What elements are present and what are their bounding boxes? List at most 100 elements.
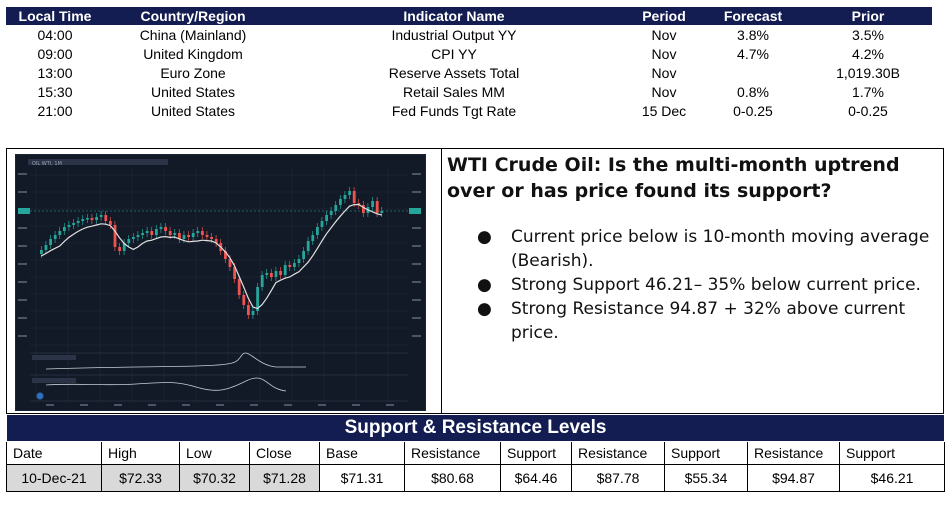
candle-body <box>127 239 131 243</box>
commentary-headline: WTI Crude Oil: Is the multi-month uptren… <box>447 154 900 202</box>
candle-body <box>145 231 149 233</box>
cell-prior: 1,019.30B <box>836 64 900 81</box>
value-low: $70.32 <box>179 464 250 492</box>
value-resistance-1: $80.68 <box>404 464 501 492</box>
header-support-1: Support <box>500 441 572 465</box>
price-scale-tick <box>412 281 421 283</box>
candle-body <box>53 235 57 239</box>
cell-country: Euro Zone <box>160 64 226 81</box>
candle-body <box>109 221 112 225</box>
header-resistance-1: Resistance <box>404 441 501 465</box>
levels-title-row: Support & Resistance Levels <box>5 414 946 442</box>
candle-body <box>265 273 269 275</box>
candle-body <box>49 239 52 245</box>
levels-header-row: Date High Low Close Base Resistance Supp… <box>6 441 946 465</box>
cell-forecast <box>702 63 804 82</box>
bullet-icon: ● <box>477 299 492 319</box>
candle-body <box>201 231 204 235</box>
table-row: 15:30 United States Retail Sales MM Nov … <box>6 82 932 101</box>
candle-body <box>86 218 89 220</box>
cell-prior: 4.2% <box>852 45 884 62</box>
bullet-text: Strong Resistance 94.87 + 32% above curr… <box>511 299 906 343</box>
candle-body <box>104 215 108 221</box>
candle-body <box>95 217 98 220</box>
candle-body <box>187 235 190 237</box>
value-base: $71.31 <box>319 464 405 492</box>
candle-body <box>76 221 80 223</box>
candle-body <box>168 231 172 235</box>
candle-body <box>348 191 351 195</box>
levels-title: Support & Resistance Levels <box>5 414 946 442</box>
value-high: $72.33 <box>101 464 180 492</box>
price-scale-tick <box>18 227 27 229</box>
cell-prior: 3.5% <box>852 26 884 43</box>
cell-period: Nov <box>651 26 677 43</box>
cell-indicator: Industrial Output YY <box>391 26 517 43</box>
price-scale-tick <box>18 299 27 301</box>
candle-body <box>251 311 255 315</box>
candle-body <box>44 245 48 250</box>
bullet-text: Strong Support 46.21– 35% below current … <box>511 275 921 295</box>
candle-body <box>191 233 195 237</box>
table-row: 21:00 United States Fed Funds Tgt Rate 1… <box>6 101 932 120</box>
header-period: Period <box>626 7 702 25</box>
candle-body <box>99 215 103 217</box>
price-scale-tick <box>18 173 27 175</box>
analysis-panel: OIL WTI, 1M WTI Crude Oil: Is the multi-… <box>6 148 944 414</box>
value-support-1: $64.46 <box>500 464 572 492</box>
header-forecast: Forecast <box>702 7 804 25</box>
time-tick <box>80 404 88 406</box>
time-tick <box>148 404 156 406</box>
price-scale-tick <box>412 191 421 193</box>
candle-body <box>122 243 126 251</box>
support-resistance-table: Support & Resistance Levels Date High Lo… <box>5 414 946 492</box>
header-date: Date <box>6 441 102 465</box>
price-scale-tick <box>18 263 27 265</box>
header-resistance-3: Resistance <box>747 441 840 465</box>
price-scale-tick <box>412 299 421 301</box>
list-item: ● Strong Support 46.21– 35% below current… <box>477 273 939 297</box>
cell-country: United States <box>150 83 236 100</box>
candle-body <box>205 235 209 237</box>
chart-logo-icon <box>36 392 44 400</box>
price-chart-screenshot: OIL WTI, 1M <box>15 154 426 411</box>
candle-body <box>339 199 342 205</box>
candle-body <box>164 227 167 231</box>
time-tick <box>114 404 122 406</box>
candle-body <box>270 273 273 277</box>
cell-indicator: Retail Sales MM <box>403 83 505 100</box>
time-tick <box>46 404 54 406</box>
cell-period: Nov <box>651 45 677 62</box>
candle-body <box>260 275 264 287</box>
time-tick <box>182 404 190 406</box>
candle-body <box>150 231 154 235</box>
cell-time: 09:00 <box>37 45 73 62</box>
candle-body <box>371 201 374 207</box>
candle-body <box>293 263 296 267</box>
candle-body <box>210 237 213 239</box>
candle-body <box>375 201 379 213</box>
cell-forecast: 0.8% <box>737 83 769 100</box>
candle-body <box>362 205 365 213</box>
cell-country: United Kingdom <box>143 45 243 62</box>
candle-body <box>81 219 85 221</box>
list-item: ● Current price below is 10-month moving … <box>477 225 939 273</box>
candle-body <box>132 237 135 239</box>
price-scale-tick <box>18 191 27 193</box>
candle-body <box>155 229 158 235</box>
value-support-2: $55.34 <box>664 464 748 492</box>
candle-body <box>279 271 282 275</box>
economic-calendar-table: Local Time Country/Region Indicator Name… <box>6 7 932 120</box>
cell-period: Nov <box>651 83 677 100</box>
list-item: ● Strong Resistance 94.87 + 32% above cur… <box>477 297 939 345</box>
candle-body <box>316 227 319 235</box>
header-high: High <box>101 441 180 465</box>
header-close: Close <box>249 441 320 465</box>
price-scale-tick <box>18 317 27 319</box>
price-scale-tick <box>412 263 421 265</box>
candle-body <box>380 211 384 213</box>
price-scale-tick <box>18 245 27 247</box>
price-scale-tick <box>412 335 421 337</box>
indicator-2-label <box>32 378 76 383</box>
header-resistance-2: Resistance <box>571 441 665 465</box>
